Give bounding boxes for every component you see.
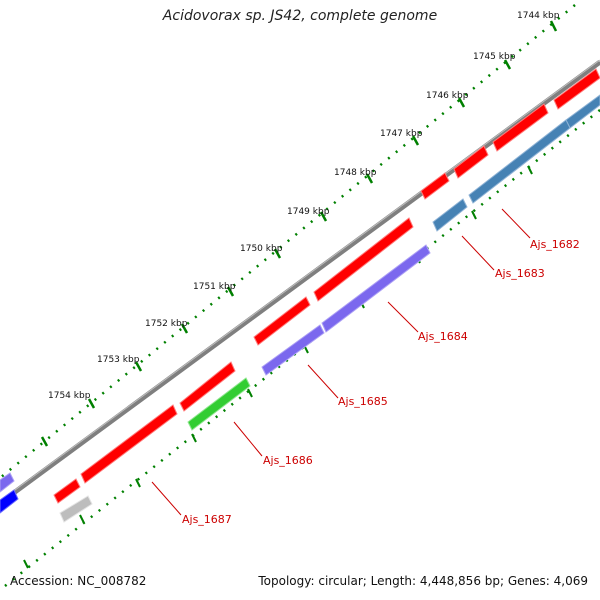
inner-dotted-line (0, 109, 600, 591)
gene-label-ajs-1687[interactable]: Ajs_1687 (182, 513, 232, 526)
ruler-tick (226, 286, 235, 297)
gene-arrow-forward[interactable] (53, 478, 81, 504)
leader-line (501, 208, 531, 239)
gene-arrow-forward[interactable] (420, 172, 450, 200)
gene-label-ajs-1685[interactable]: Ajs_1685 (338, 395, 388, 408)
leader-line (387, 301, 419, 333)
ruler-label: 1746 kbp (426, 91, 469, 101)
gene-label-leaders (151, 208, 531, 516)
leader-line (461, 235, 495, 271)
ruler-dotted-line (0, 4, 576, 479)
inner-tick (23, 559, 29, 569)
ruler-label: 1744 kbp (517, 11, 560, 21)
genome-backbone (0, 59, 600, 506)
gene-arrow-reverse[interactable] (187, 377, 251, 431)
leader-line (233, 421, 263, 457)
leader-line (151, 481, 182, 516)
leader-line (307, 364, 339, 399)
ruler-label: 1752 kbp (145, 319, 188, 329)
ruler-label: 1754 kbp (48, 391, 91, 401)
inner-tick (79, 514, 85, 524)
genome-summary-text: Topology: circular; Length: 4,448,856 bp… (258, 574, 588, 588)
gene-arrow-reverse[interactable] (59, 495, 93, 523)
ruler-tick (319, 211, 328, 222)
ruler-tick (365, 173, 374, 184)
ruler-ticks (40, 20, 558, 447)
forward-genes (53, 68, 600, 504)
inner-tick (527, 165, 533, 175)
ruler-labels: 1744 kbp 1745 kbp 1746 kbp 1747 kbp 1748… (48, 11, 560, 401)
ruler-tick (411, 135, 420, 146)
gene-label-ajs-1682[interactable]: Ajs_1682 (530, 238, 580, 251)
accession-text: Accession: NC_008782 (10, 574, 147, 588)
gene-label-ajs-1684[interactable]: Ajs_1684 (418, 330, 468, 343)
ruler-tick (503, 59, 512, 70)
gene-arrow-forward[interactable] (492, 103, 549, 152)
inner-tick (135, 478, 141, 488)
gene-arrow-reverse[interactable] (468, 119, 571, 204)
gene-label-ajs-1686[interactable]: Ajs_1686 (263, 454, 313, 467)
ruler-tick (273, 248, 282, 259)
gene-arrow-forward[interactable] (453, 145, 489, 179)
gene-arrow-forward[interactable] (253, 296, 311, 346)
ruler-label: 1748 kbp (334, 168, 377, 178)
ruler-tick (180, 323, 189, 334)
inner-tick (191, 433, 197, 443)
ruler-tick (457, 97, 466, 108)
gene-labels: Ajs_1682 Ajs_1683 Ajs_1684 Ajs_1685 Ajs_… (182, 238, 580, 526)
genome-backbone-highlight (0, 59, 600, 502)
ruler-label: 1745 kbp (473, 52, 516, 62)
ruler-tick (549, 20, 558, 32)
ruler-label: 1753 kbp (97, 355, 140, 365)
ruler-tick (40, 436, 49, 447)
map-title: Acidovorax sp. JS42, complete genome (162, 8, 438, 24)
gene-arrow-reverse[interactable] (0, 472, 15, 493)
ruler-tick (87, 398, 96, 409)
gene-arrow-forward[interactable] (80, 404, 178, 484)
ruler-tick (134, 361, 143, 372)
ruler-label: 1747 kbp (380, 129, 423, 139)
inner-tick (247, 388, 253, 398)
gene-label-ajs-1683[interactable]: Ajs_1683 (495, 267, 545, 280)
gene-arrow-reverse[interactable] (261, 324, 325, 376)
gene-arrow-reverse[interactable] (432, 198, 468, 232)
gene-arrow-forward[interactable] (553, 68, 600, 110)
gene-arrow-reverse[interactable] (321, 244, 431, 333)
ruler-label: 1750 kbp (240, 244, 283, 254)
reverse-genes (0, 94, 600, 523)
gene-arrow-forward[interactable] (313, 217, 414, 302)
inner-tick (471, 210, 477, 220)
gene-arrow-forward[interactable] (179, 361, 236, 412)
ruler-label: 1751 kbp (193, 282, 236, 292)
gene-arrow-reverse[interactable] (0, 489, 19, 514)
ruler-label: 1749 kbp (287, 207, 330, 217)
